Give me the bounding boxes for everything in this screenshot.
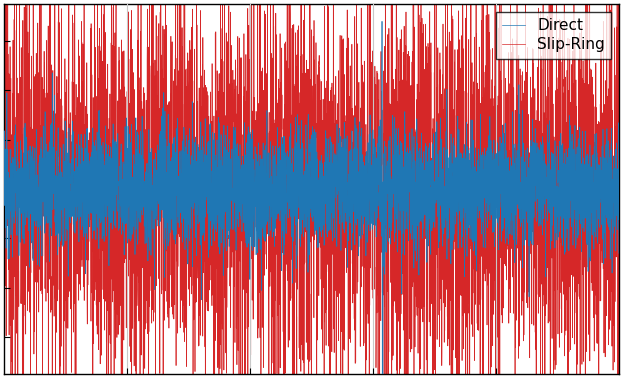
Direct xyxy=(615,251,622,256)
Line: Direct: Direct xyxy=(4,22,619,378)
Direct xyxy=(369,164,376,169)
Slip-Ring xyxy=(235,376,243,378)
Direct xyxy=(378,19,386,24)
Direct xyxy=(401,184,408,188)
Legend: Direct, Slip-Ring: Direct, Slip-Ring xyxy=(496,12,611,59)
Direct xyxy=(506,169,513,173)
Direct xyxy=(459,162,467,166)
Line: Slip-Ring: Slip-Ring xyxy=(4,0,619,378)
Slip-Ring xyxy=(1,154,8,158)
Slip-Ring xyxy=(506,232,513,236)
Slip-Ring xyxy=(459,29,467,33)
Slip-Ring xyxy=(401,204,408,209)
Slip-Ring xyxy=(112,67,120,71)
Direct xyxy=(112,226,120,230)
Slip-Ring xyxy=(615,125,622,130)
Direct xyxy=(235,194,243,198)
Slip-Ring xyxy=(369,131,377,136)
Direct xyxy=(1,193,8,197)
